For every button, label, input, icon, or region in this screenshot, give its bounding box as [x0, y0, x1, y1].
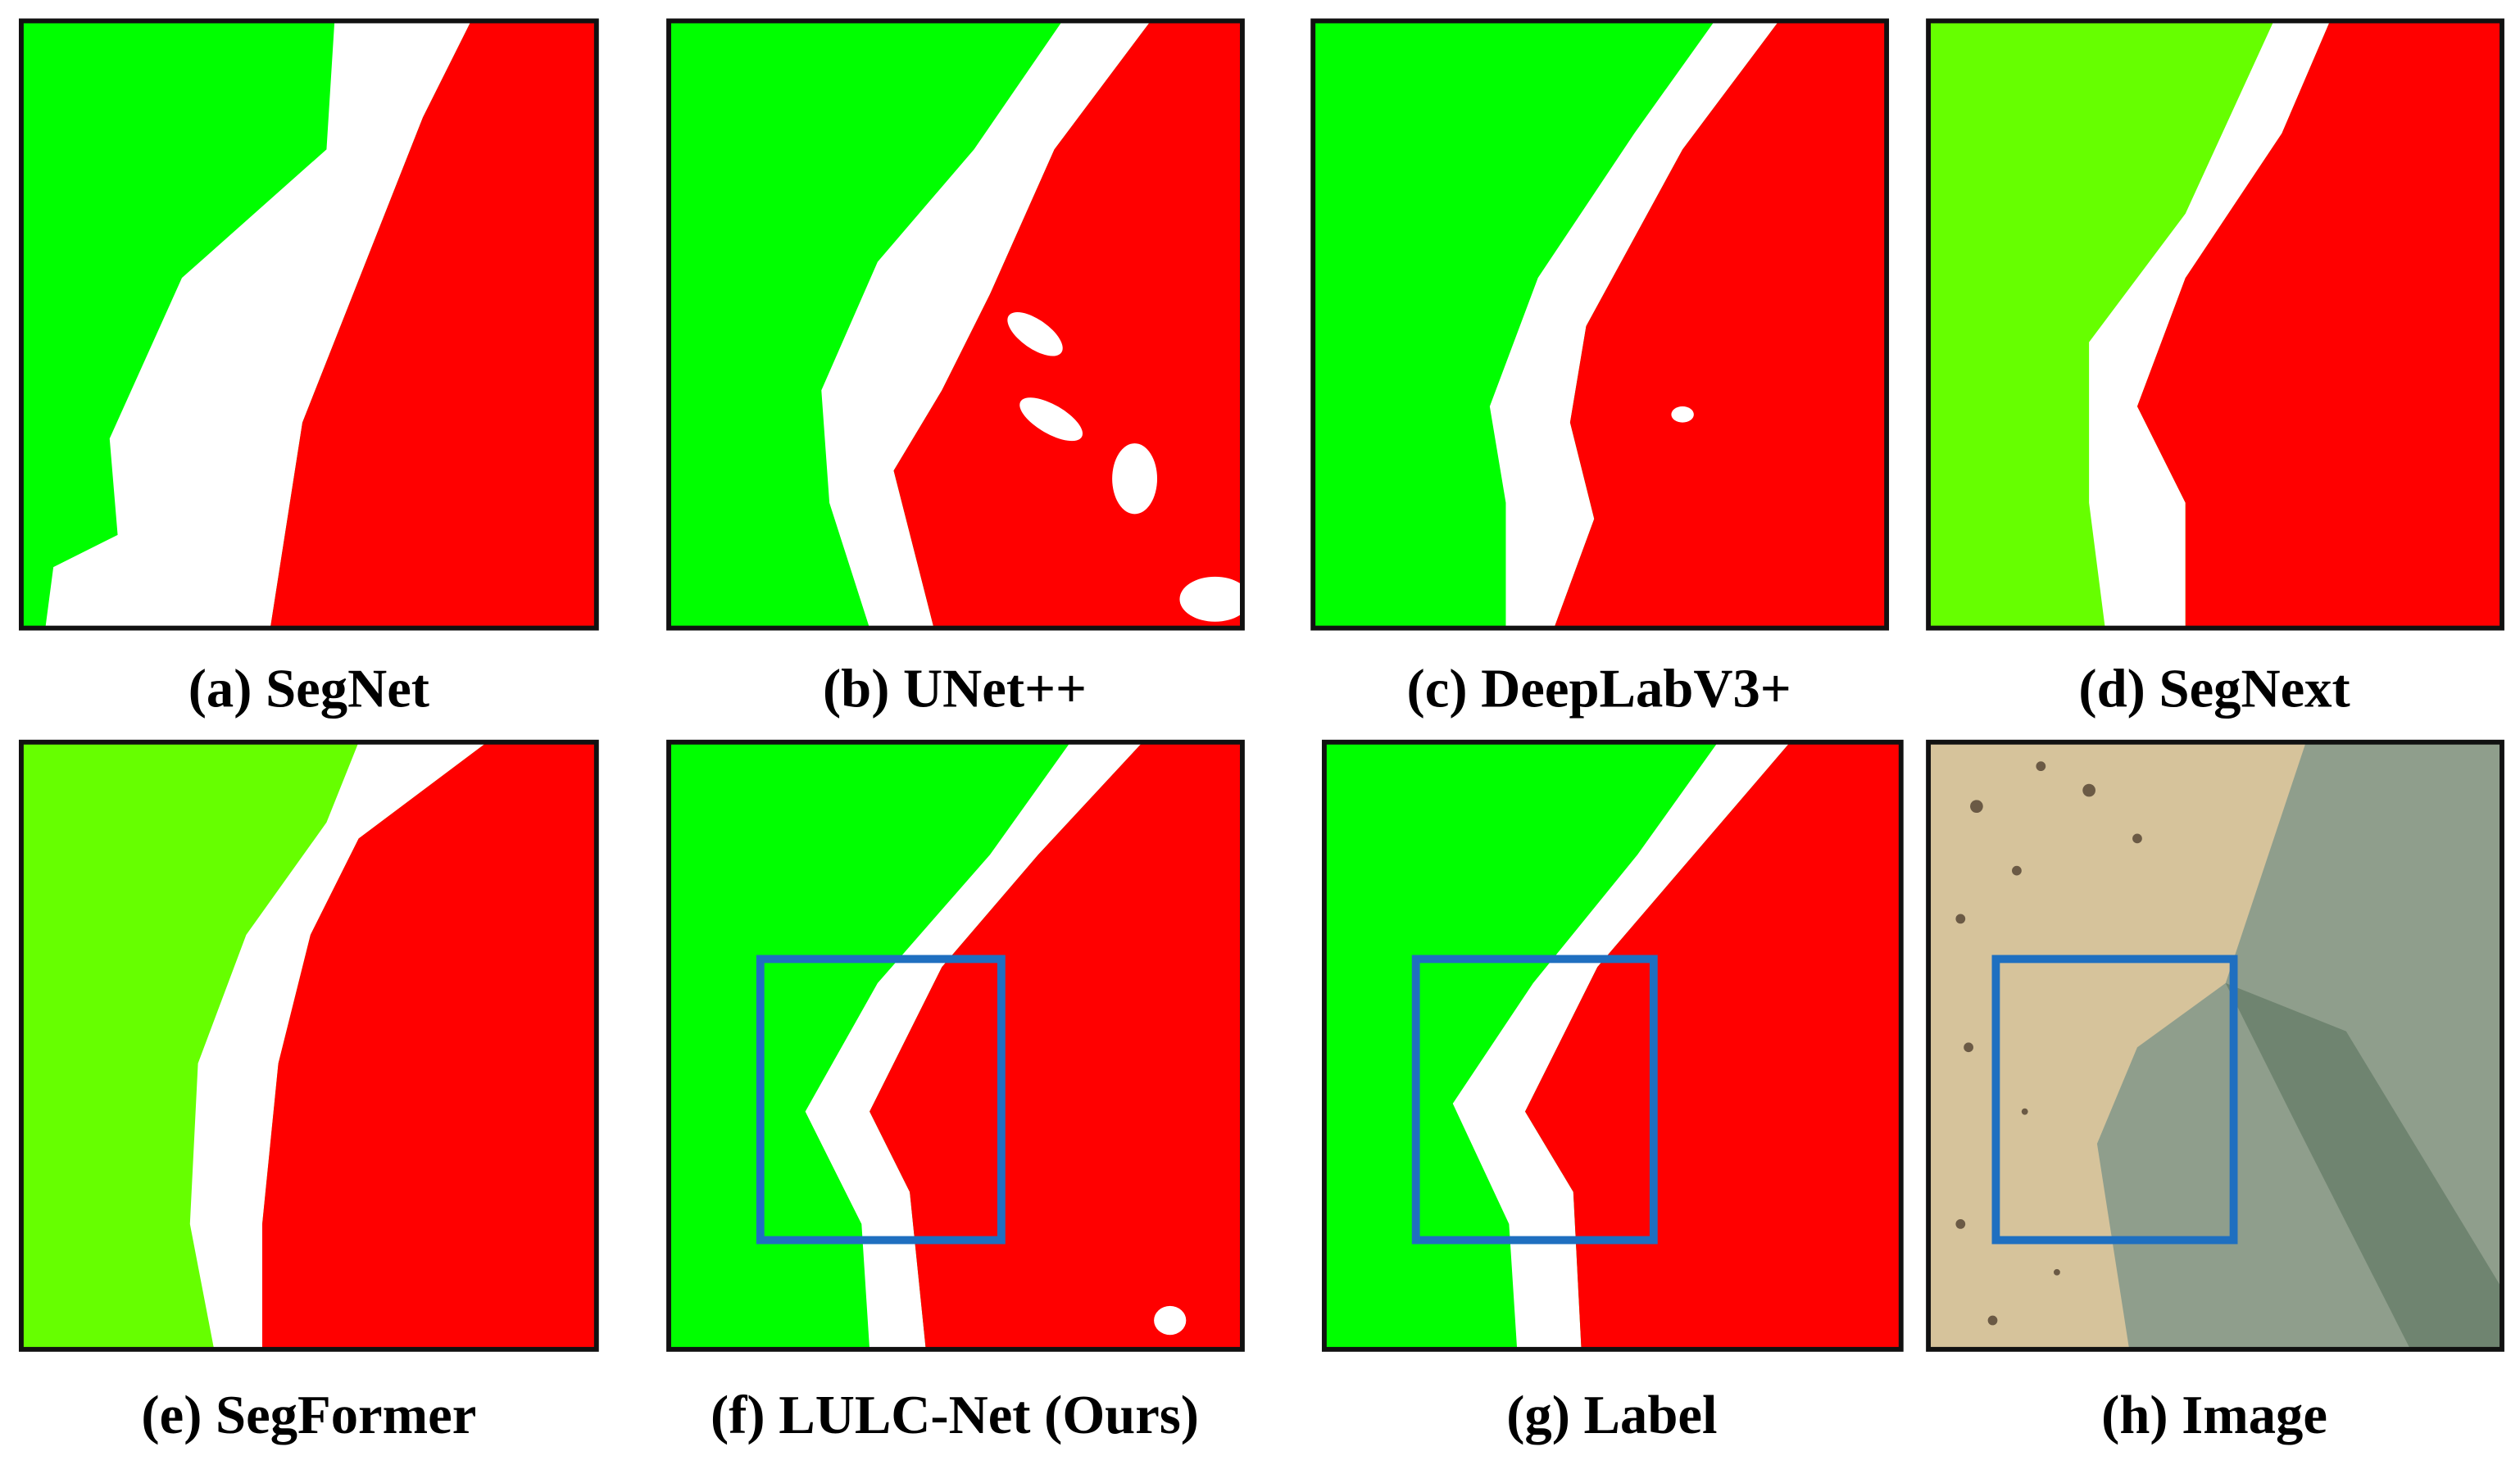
- panel-caption: (b) UNet++: [823, 660, 1087, 719]
- panel-caption: (a) SegNet: [188, 660, 429, 719]
- panel-a: [18, 18, 599, 631]
- panel-g: [1321, 739, 1904, 1352]
- panel-caption: (g) Label: [1506, 1386, 1717, 1445]
- panel-b: [666, 18, 1251, 631]
- panel-d: [1926, 18, 2504, 631]
- panel-h: [1926, 739, 2504, 1352]
- panel-c: [1310, 18, 1890, 631]
- panel-f: [666, 739, 1245, 1352]
- panel-caption: (c) DeepLabV3+: [1407, 660, 1791, 719]
- panel-caption: (d) SegNext: [2078, 660, 2350, 719]
- panel-caption: (e) SegFormer: [141, 1386, 476, 1445]
- panel-caption: (f) LULC-Net (Ours): [711, 1386, 1199, 1445]
- panel-caption: (h) Image: [2101, 1386, 2327, 1445]
- panel-e: [18, 739, 599, 1352]
